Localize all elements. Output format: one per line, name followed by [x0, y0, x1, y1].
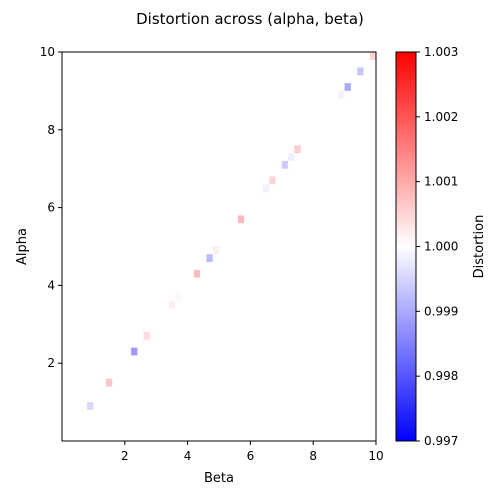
heatmap-cell — [212, 246, 219, 255]
heatmap-cell — [338, 90, 345, 99]
heatmap-cells — [87, 52, 376, 410]
heatmap-cell — [288, 153, 295, 161]
y-axis-ticks: 2 4 6 8 10 — [40, 45, 62, 370]
x-tick-label: 10 — [368, 449, 383, 463]
colorbar-tick-label: 1.002 — [424, 110, 458, 124]
y-axis-label: Alpha — [15, 228, 30, 265]
colorbar-tick-label: 0.999 — [424, 304, 458, 318]
plot-frame — [61, 51, 377, 442]
heatmap-cell — [131, 347, 138, 356]
heatmap-cell — [344, 83, 351, 91]
plot-area — [61, 51, 377, 442]
x-axis-ticks: 2 4 6 8 10 — [121, 441, 384, 463]
y-tick-label: 2 — [47, 356, 55, 370]
y-tick-label: 6 — [47, 201, 55, 215]
colorbar-tick-label: 1.001 — [424, 175, 458, 189]
heatmap-cell — [262, 184, 270, 193]
heatmap-cell — [206, 254, 213, 263]
heatmap-cell — [87, 402, 94, 410]
heatmap-cell — [357, 67, 364, 76]
colorbar-tick-label: 0.997 — [424, 434, 458, 448]
x-tick-label: 8 — [309, 449, 317, 463]
x-tick-label: 6 — [247, 449, 255, 463]
heatmap-cell — [269, 176, 276, 185]
colorbar-tick-label: 1.000 — [424, 240, 458, 254]
heatmap-cell — [193, 269, 201, 278]
heatmap-cell — [237, 215, 245, 224]
colorbar-tick-label: 1.003 — [424, 45, 458, 59]
heatmap-cell — [281, 160, 289, 169]
y-tick-label: 4 — [47, 278, 55, 292]
heatmap-cell — [105, 378, 113, 387]
heatmap-cell — [168, 300, 176, 309]
heatmap-cell — [143, 332, 150, 340]
y-tick-label: 10 — [40, 45, 55, 59]
colorbar-label: Distortion — [472, 215, 487, 279]
colorbar-tick-label: 0.998 — [424, 369, 458, 383]
y-tick-label: 8 — [47, 123, 55, 137]
colorbar-ticks: 0.997 0.998 0.999 1.000 1.001 1.002 1.003 — [416, 45, 458, 448]
heatmap-cell — [175, 293, 182, 301]
x-tick-label: 4 — [184, 449, 192, 463]
x-axis-label: Beta — [204, 471, 234, 486]
heatmap-cell — [294, 145, 301, 154]
chart-title: Distortion across (alpha, beta) — [136, 10, 364, 28]
colorbar: 0.997 0.998 0.999 1.000 1.001 1.002 1.003 Dist… — [395, 45, 487, 448]
x-tick-label: 2 — [121, 449, 129, 463]
heatmap-cell — [369, 52, 376, 60]
colorbar-gradient — [396, 52, 416, 441]
